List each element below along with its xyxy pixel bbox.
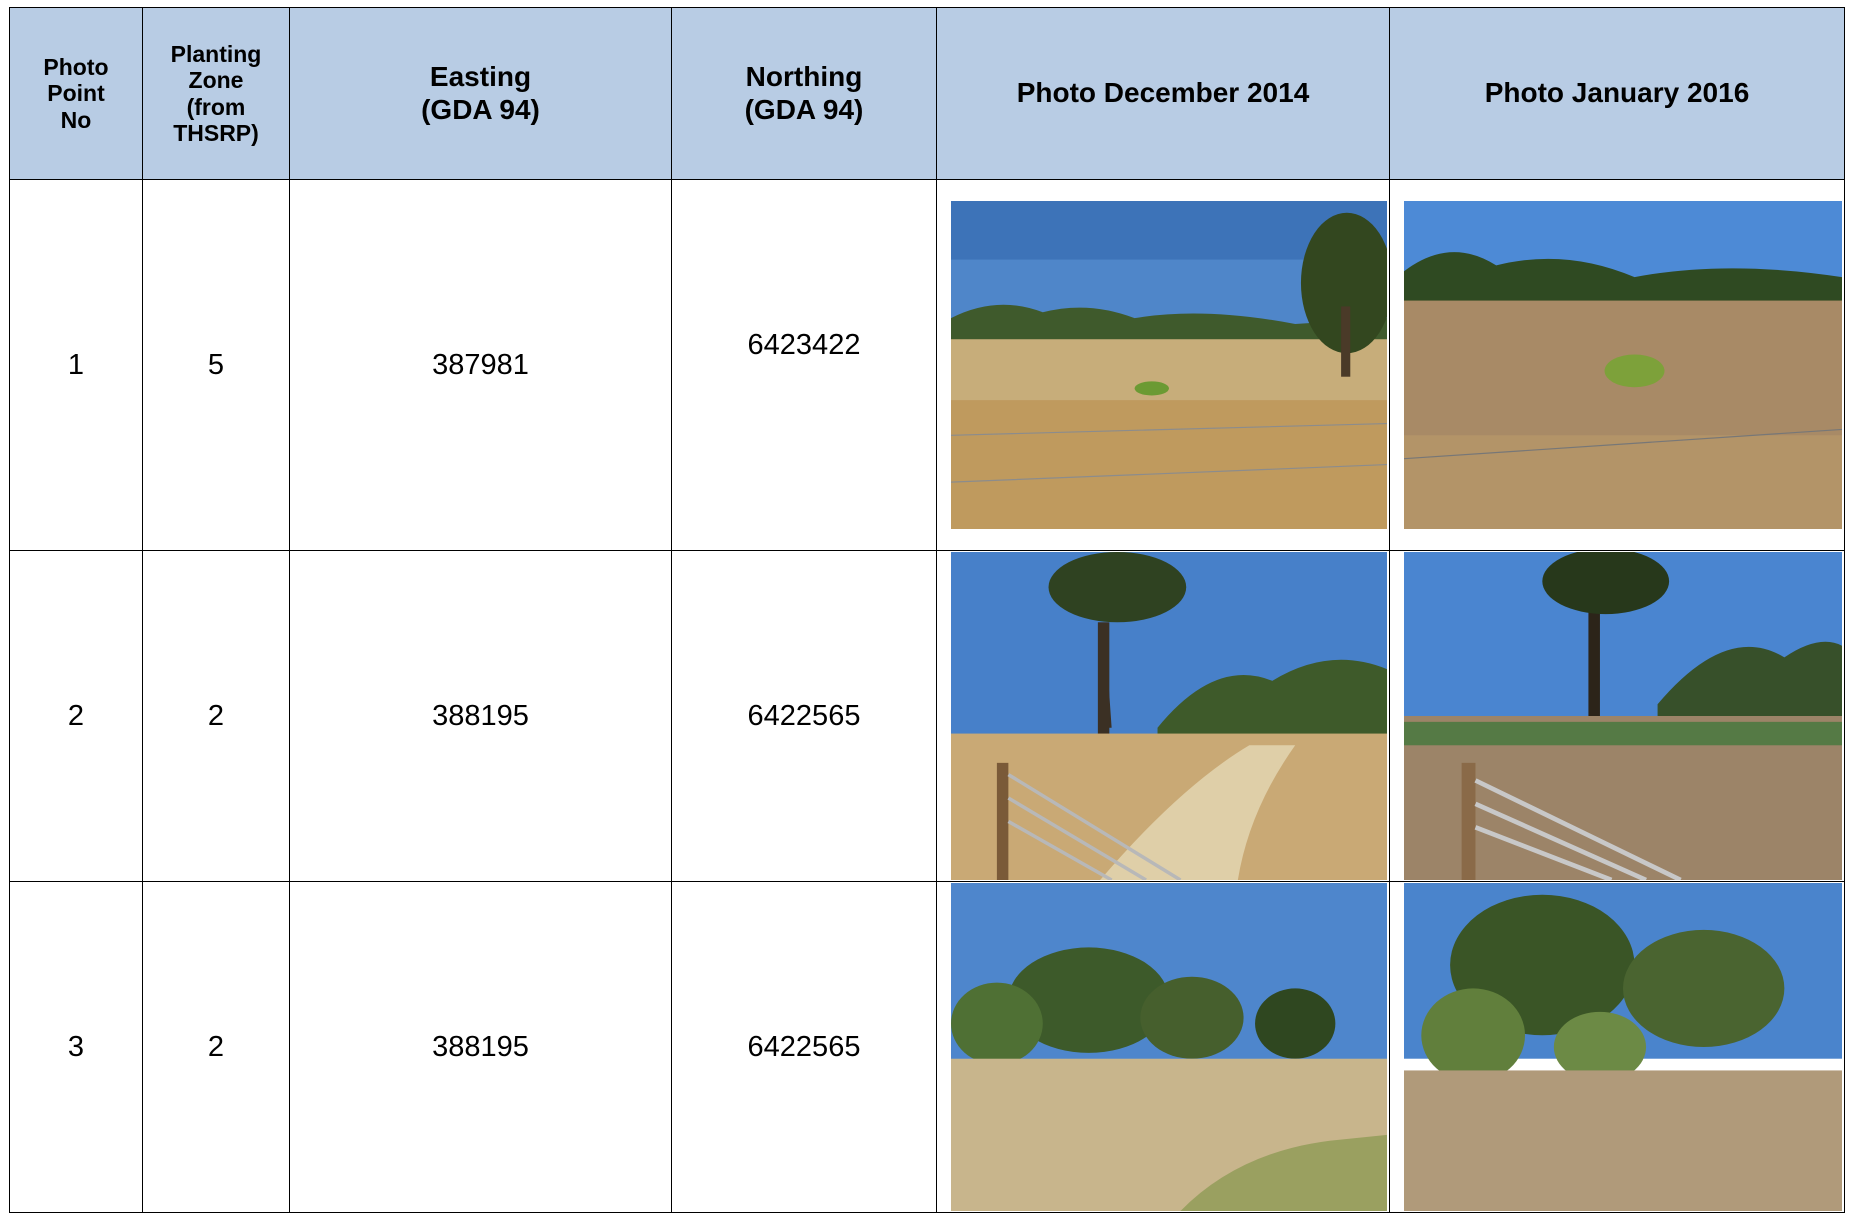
- photo-cell: [936, 179, 1390, 551]
- cell: 5: [142, 179, 290, 551]
- header-cell: Northing (GDA 94): [671, 7, 937, 180]
- header-cell: Easting (GDA 94): [289, 7, 672, 180]
- cell: 6422565: [671, 881, 937, 1213]
- row: 3 2 388195 6422565: [9, 881, 1845, 1213]
- photo: [1404, 552, 1842, 880]
- photo-cell: [936, 550, 1390, 882]
- row: 1 5 387981 6423422: [9, 179, 1845, 551]
- cell: 1: [9, 179, 143, 551]
- photo-cell: [936, 881, 1390, 1213]
- header-cell: Planting Zone (from THSRP): [142, 7, 290, 180]
- cell: 6423422: [671, 179, 937, 551]
- photo: [951, 552, 1387, 880]
- cell: 2: [9, 550, 143, 882]
- cell: 2: [142, 550, 290, 882]
- photo: [951, 883, 1387, 1211]
- photo: [1404, 201, 1842, 529]
- photo-cell: [1389, 179, 1845, 551]
- photo-table: Photo Point No Planting Zone (from THSRP…: [9, 7, 1845, 1213]
- photo: [1404, 883, 1842, 1211]
- page: Photo Point No Planting Zone (from THSRP…: [9, 7, 1845, 1213]
- header-cell: Photo December 2014: [936, 7, 1390, 180]
- photo: [951, 201, 1387, 529]
- cell: 2: [142, 881, 290, 1213]
- photo-cell: [1389, 550, 1845, 882]
- cell: 388195: [289, 881, 672, 1213]
- photo-cell: [1389, 881, 1845, 1213]
- cell: 6422565: [671, 550, 937, 882]
- header-cell: Photo Point No: [9, 7, 143, 180]
- cell: 388195: [289, 550, 672, 882]
- row: 2 2 388195 6422565: [9, 550, 1845, 882]
- cell: 3: [9, 881, 143, 1213]
- header-row: Photo Point No Planting Zone (from THSRP…: [9, 7, 1845, 180]
- cell: 387981: [289, 179, 672, 551]
- header-cell: Photo January 2016: [1389, 7, 1845, 180]
